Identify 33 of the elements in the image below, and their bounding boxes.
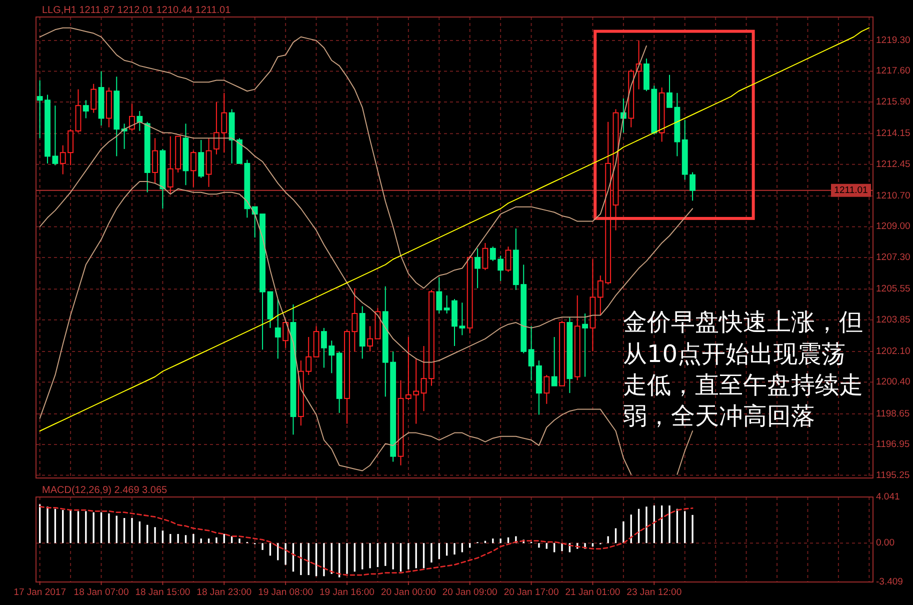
y-tick-label: 1214.15 <box>876 128 910 140</box>
x-tick-label: 21 Jan 01:00 <box>565 587 620 598</box>
annotation: 金价早盘快速上涨，但从10点开始出现震荡走低，直至午盘持续走弱，全天冲高回落 <box>623 307 864 432</box>
y-tick-label: 1200.40 <box>876 376 910 388</box>
y-tick-label: 4.041 <box>876 492 900 502</box>
x-tick-label: 19 Jan 16:00 <box>320 587 374 598</box>
y-tick-label: 1219.30 <box>876 35 910 46</box>
y-tick-label: 1215.90 <box>876 96 910 108</box>
ref-line-label: 1211.01 <box>834 184 868 196</box>
y-tick-label: 1205.55 <box>876 284 910 295</box>
y-tick-label: 1198.65 <box>876 408 910 420</box>
x-tick-label: 23 Jan 12:00 <box>626 587 682 598</box>
x-tick-label: 20 Jan 09:00 <box>442 587 498 598</box>
x-tick-label: 20 Jan 00:00 <box>380 587 436 598</box>
x-tick-label: 19 Jan 08:00 <box>258 587 314 598</box>
y-tick-label: 0.00 <box>876 538 894 549</box>
chart-title: MACD(12,26,9) 2.469 3.065 <box>42 485 168 496</box>
x-tick-label: 17 Jan 2017 <box>14 587 66 598</box>
x-tick-label: 18 Jan 07:00 <box>74 587 129 598</box>
x-tick-label: 18 Jan 15:00 <box>135 587 190 598</box>
y-tick-label: 1209.00 <box>876 221 910 232</box>
y-tick-label: 1202.10 <box>876 346 910 357</box>
y-tick-label: 1195.25 <box>876 470 910 481</box>
x-tick-label: 20 Jan 17:00 <box>504 587 559 598</box>
y-tick-label: -3.409 <box>876 576 903 588</box>
y-tick-label: 1207.30 <box>876 252 910 263</box>
chart-title: LLG,H1 1211.87 1212.01 1210.44 1211.01 <box>42 5 232 16</box>
y-tick-label: 1210.70 <box>876 190 910 202</box>
x-tick-label: 18 Jan 23:00 <box>196 587 252 598</box>
y-tick-label: 1196.95 <box>876 439 910 450</box>
y-tick-label: 1212.45 <box>876 158 910 170</box>
y-tick-label: 1203.85 <box>876 314 910 326</box>
y-tick-label: 1217.60 <box>876 66 910 77</box>
